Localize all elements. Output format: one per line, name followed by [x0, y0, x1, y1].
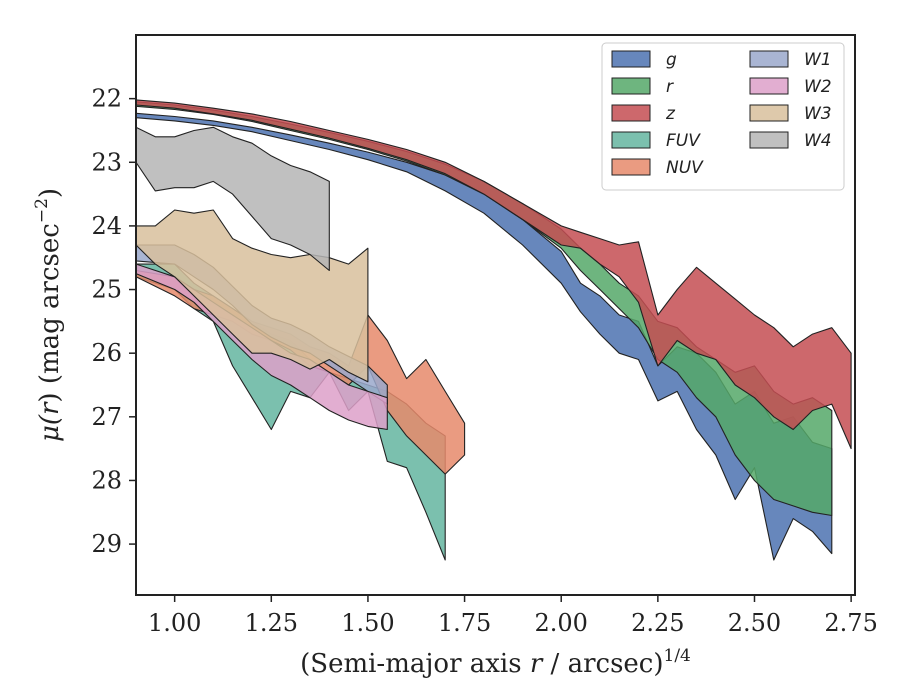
y-axis: 22 23 24 25 26 27 28 29	[91, 85, 136, 558]
x-axis: 1.00 1.25 1.50 1.75 2.00 2.25 2.50 2.75	[148, 595, 878, 637]
legend-swatch-NUV	[611, 158, 651, 176]
x-tick-label: 1.25	[245, 609, 298, 637]
y-axis-title-var: r	[35, 401, 65, 415]
legend-label-W2: W2	[804, 77, 832, 97]
x-axis-title-pre: (Semi-major axis	[300, 649, 530, 679]
legend-swatch-z	[611, 104, 651, 122]
series-bands	[136, 99, 852, 561]
x-tick-label: 1.50	[341, 609, 394, 637]
y-axis-title-sup: −2	[32, 198, 52, 223]
x-axis-title-var: r	[530, 649, 544, 679]
y-tick-label: 26	[91, 339, 122, 367]
band-W4	[136, 126, 330, 272]
x-tick-label: 1.00	[148, 609, 201, 637]
y-axis-title-post: )	[35, 188, 65, 198]
x-tick-label: 2.50	[728, 609, 781, 637]
legend-swatch-r	[611, 77, 651, 95]
legend-label-z: z	[665, 104, 676, 124]
y-tick-label: 25	[91, 276, 122, 304]
legend-label-W3: W3	[804, 104, 832, 124]
legend-label-g: g	[666, 50, 677, 70]
legend-swatch-W3	[749, 104, 789, 122]
band-z	[136, 99, 852, 450]
y-tick-label: 27	[91, 403, 122, 431]
x-tick-label: 1.75	[438, 609, 491, 637]
x-tick-label: 2.00	[534, 609, 587, 637]
y-tick-label: 22	[91, 85, 122, 113]
y-tick-label: 24	[91, 212, 122, 240]
y-tick-label: 29	[91, 530, 122, 558]
x-axis-title: (Semi-major axis r / arcsec)1/4	[300, 646, 691, 679]
y-tick-label: 23	[91, 148, 122, 176]
y-tick-label: 28	[91, 466, 122, 494]
legend-swatch-FUV	[611, 131, 651, 149]
x-axis-title-sup: 1/4	[664, 646, 691, 666]
y-axis-title: μ(r) (mag arcsec−2)	[32, 188, 65, 442]
legend-label-r: r	[666, 77, 674, 97]
legend-label-FUV: FUV	[666, 131, 701, 151]
x-tick-label: 2.75	[824, 609, 877, 637]
legend-label-W1: W1	[804, 50, 832, 70]
y-axis-title-mid: ) (mag arcsec	[35, 223, 65, 402]
legend-label-NUV: NUV	[666, 158, 704, 178]
legend-label-W4: W4	[804, 131, 832, 151]
y-axis-title-mu: μ(	[35, 414, 65, 442]
x-tick-label: 2.25	[631, 609, 684, 637]
legend: grz FUV NUV W1 W2 W3 W4	[601, 42, 845, 191]
plot-frame	[135, 34, 856, 596]
band-W3	[136, 209, 369, 383]
legend-swatch-g	[611, 50, 651, 68]
legend-swatch-W2	[749, 77, 789, 95]
x-axis-title-post: / arcsec)	[542, 649, 663, 679]
legend-swatch-W4	[749, 131, 789, 149]
legend-swatch-W1	[749, 50, 789, 68]
